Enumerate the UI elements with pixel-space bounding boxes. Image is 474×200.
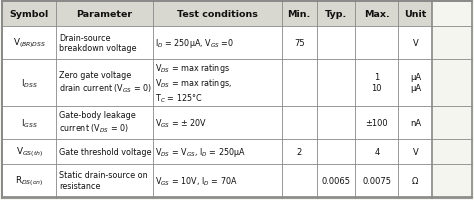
Bar: [282, 2, 317, 27]
Bar: [355, 60, 399, 106]
Text: V$_{DS}$ = V$_{GS}$, I$_D$ = 250μA: V$_{DS}$ = V$_{GS}$, I$_D$ = 250μA: [155, 145, 246, 158]
Text: V: V: [412, 147, 418, 156]
Text: V$_{GS}$ = 10V, I$_D$ = 70A: V$_{GS}$ = 10V, I$_D$ = 70A: [155, 174, 238, 187]
Text: ±100: ±100: [365, 118, 388, 127]
Bar: [399, 106, 432, 139]
Bar: [56, 2, 153, 27]
Text: V$_{DS}$ = max ratings
V$_{DS}$ = max ratings,
T$_C$ = 125°C: V$_{DS}$ = max ratings V$_{DS}$ = max ra…: [155, 62, 232, 104]
Bar: [153, 60, 282, 106]
Text: Parameter: Parameter: [76, 10, 133, 19]
Text: V: V: [412, 39, 418, 48]
Text: 0.0075: 0.0075: [362, 176, 392, 185]
Text: Gate-body leakage
current (V$_{DS}$ = 0): Gate-body leakage current (V$_{DS}$ = 0): [59, 111, 136, 135]
Text: μA
μA: μA μA: [410, 73, 421, 93]
Bar: [355, 106, 399, 139]
Text: R$_{DS(on)}$: R$_{DS(on)}$: [15, 173, 44, 187]
Bar: [2, 60, 56, 106]
Text: Ω: Ω: [412, 176, 419, 185]
Text: V$_{GS(th)}$: V$_{GS(th)}$: [16, 145, 43, 158]
Bar: [317, 139, 355, 164]
Bar: [282, 164, 317, 197]
Text: 4: 4: [374, 147, 380, 156]
Bar: [355, 164, 399, 197]
Text: Typ.: Typ.: [325, 10, 347, 19]
Bar: [153, 106, 282, 139]
Bar: [2, 2, 56, 27]
Bar: [282, 27, 317, 60]
Text: 2: 2: [297, 147, 302, 156]
Bar: [355, 139, 399, 164]
Bar: [317, 2, 355, 27]
Text: 0.0065: 0.0065: [321, 176, 350, 185]
Bar: [399, 2, 432, 27]
Bar: [2, 139, 56, 164]
Text: V$_{(BR)DSS}$: V$_{(BR)DSS}$: [13, 36, 46, 50]
Bar: [317, 60, 355, 106]
Text: Min.: Min.: [288, 10, 311, 19]
Bar: [153, 27, 282, 60]
Bar: [56, 164, 153, 197]
Bar: [56, 60, 153, 106]
Bar: [399, 60, 432, 106]
Bar: [56, 106, 153, 139]
Bar: [282, 139, 317, 164]
Bar: [2, 164, 56, 197]
Bar: [355, 2, 399, 27]
Bar: [56, 27, 153, 60]
Bar: [317, 27, 355, 60]
Text: Gate threshold voltage: Gate threshold voltage: [59, 147, 152, 156]
Bar: [317, 164, 355, 197]
Text: I$_{GSS}$: I$_{GSS}$: [21, 117, 38, 129]
Bar: [399, 164, 432, 197]
Bar: [2, 27, 56, 60]
Text: nA: nA: [410, 118, 421, 127]
Bar: [153, 164, 282, 197]
Text: Test conditions: Test conditions: [177, 10, 257, 19]
Text: I$_{DSS}$: I$_{DSS}$: [21, 77, 38, 89]
Bar: [282, 106, 317, 139]
Bar: [153, 139, 282, 164]
Bar: [355, 27, 399, 60]
Text: Symbol: Symbol: [10, 10, 49, 19]
Text: 1
10: 1 10: [372, 73, 382, 93]
Text: Static drain-source on
resistance: Static drain-source on resistance: [59, 171, 148, 190]
Text: Zero gate voltage
drain current (V$_{GS}$ = 0): Zero gate voltage drain current (V$_{GS}…: [59, 71, 152, 95]
Bar: [399, 139, 432, 164]
Bar: [153, 2, 282, 27]
Text: Unit: Unit: [404, 10, 427, 19]
Bar: [282, 60, 317, 106]
Bar: [317, 106, 355, 139]
Text: Max.: Max.: [364, 10, 390, 19]
Text: 75: 75: [294, 39, 304, 48]
Bar: [2, 106, 56, 139]
Bar: [56, 139, 153, 164]
Bar: [399, 27, 432, 60]
Text: I$_D$ = 250μA, V$_{GS}$ =0: I$_D$ = 250μA, V$_{GS}$ =0: [155, 37, 235, 50]
Text: Drain-source
breakdown voltage: Drain-source breakdown voltage: [59, 33, 137, 53]
Text: V$_{GS}$ = ± 20V: V$_{GS}$ = ± 20V: [155, 117, 208, 129]
